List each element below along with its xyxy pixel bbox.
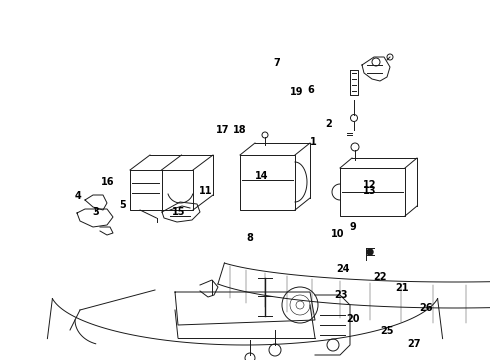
Text: 18: 18 <box>233 125 247 135</box>
Text: 14: 14 <box>255 171 269 181</box>
Text: 24: 24 <box>336 264 350 274</box>
Text: 25: 25 <box>380 326 394 336</box>
Text: 8: 8 <box>246 233 253 243</box>
Text: 1: 1 <box>310 137 317 147</box>
Text: 3: 3 <box>92 207 99 217</box>
Text: 11: 11 <box>199 186 213 196</box>
Text: 17: 17 <box>216 125 230 135</box>
Text: 4: 4 <box>75 191 82 201</box>
Text: 19: 19 <box>290 87 303 97</box>
Text: 10: 10 <box>331 229 345 239</box>
Text: 13: 13 <box>363 186 377 196</box>
Text: 6: 6 <box>308 85 315 95</box>
Text: 12: 12 <box>363 180 377 190</box>
Text: 26: 26 <box>419 303 433 313</box>
Text: 2: 2 <box>325 119 332 129</box>
Text: 5: 5 <box>119 200 126 210</box>
Text: 21: 21 <box>395 283 409 293</box>
Text: 7: 7 <box>273 58 280 68</box>
Text: 22: 22 <box>373 272 387 282</box>
Text: 9: 9 <box>349 222 356 232</box>
Text: 23: 23 <box>334 290 347 300</box>
Text: 16: 16 <box>101 177 115 187</box>
Circle shape <box>367 249 373 255</box>
Text: 27: 27 <box>407 339 421 349</box>
Text: 15: 15 <box>172 207 186 217</box>
Text: 20: 20 <box>346 314 360 324</box>
